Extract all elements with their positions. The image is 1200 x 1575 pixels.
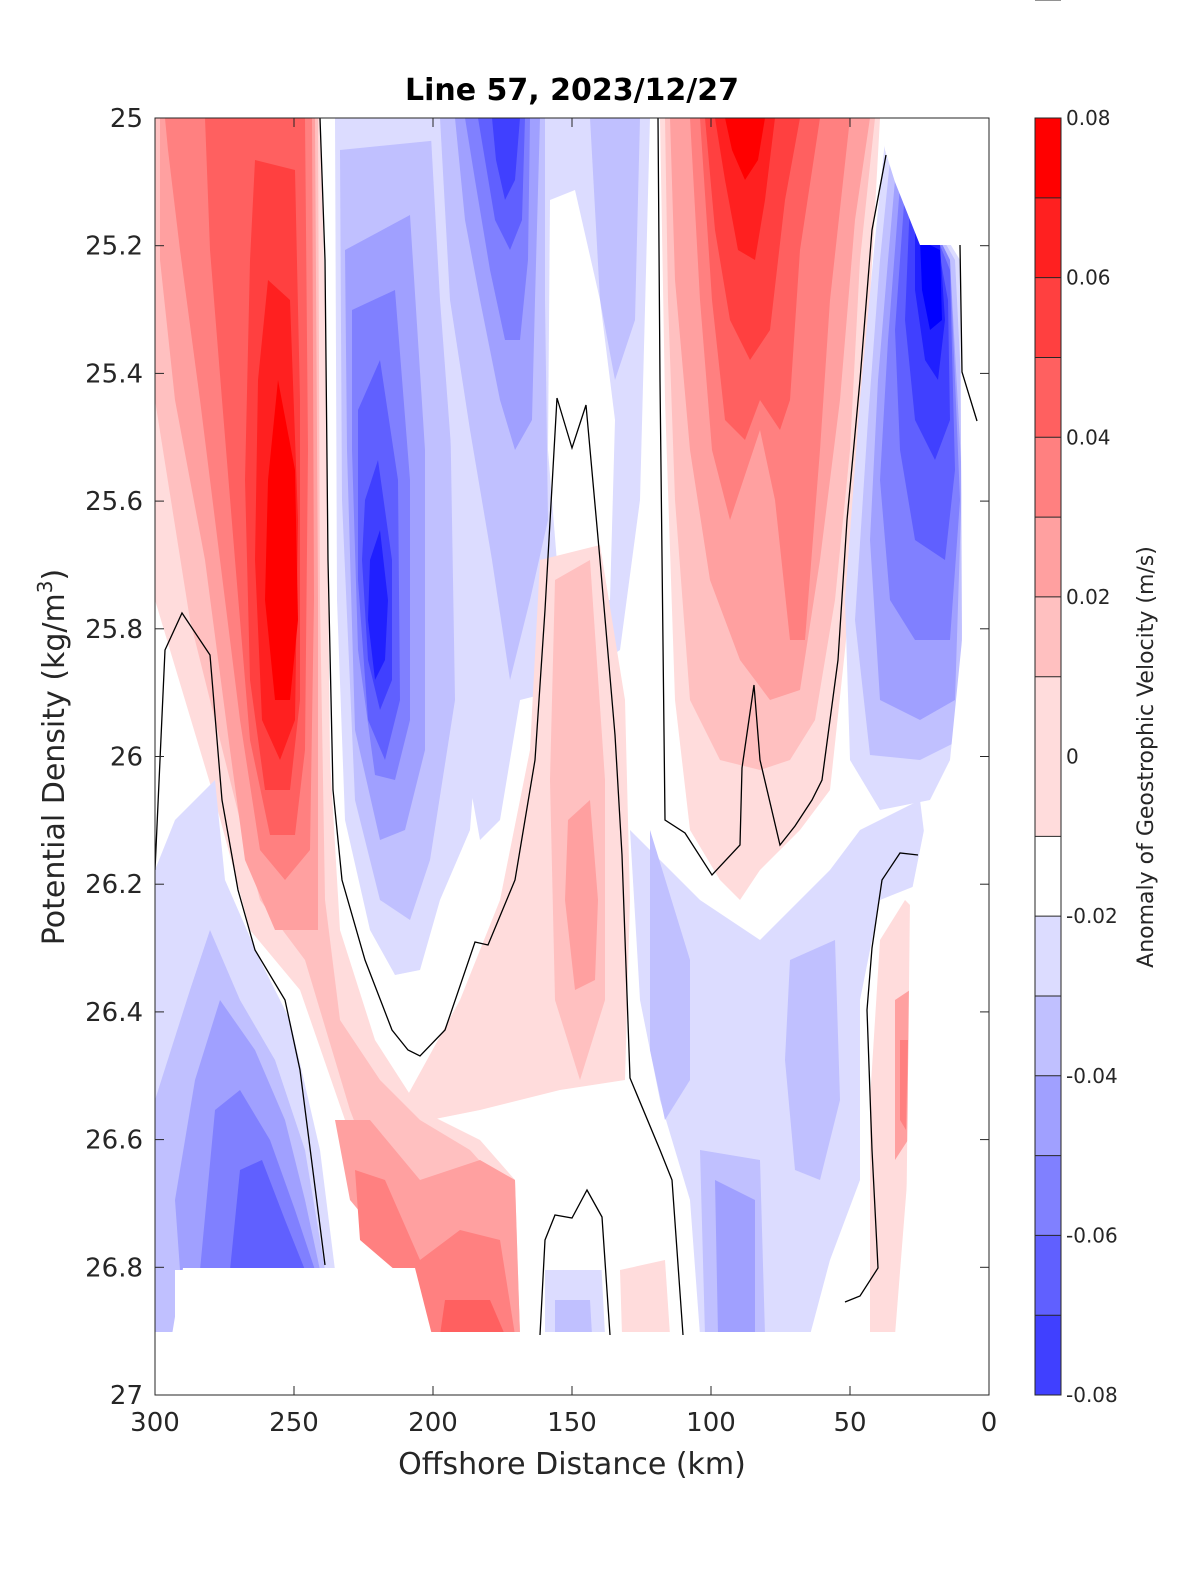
zero-contour [539,1188,611,1336]
negative-band-32 [230,1160,305,1270]
negative-band-33 [155,1270,175,1335]
negative-band-13 [492,118,520,200]
colorbar-swatch [1035,277,1061,358]
x-tick-label: 150 [547,1408,597,1438]
y-tick-label: 25.4 [85,359,143,389]
y-tick-label: 27 [110,1381,143,1411]
x-tick-label: 50 [833,1408,866,1438]
x-tick-label: 100 [686,1408,736,1438]
positive-band-8 [265,380,298,700]
negative-band-27 [920,240,942,330]
colorbar-swatch [1035,676,1061,837]
colorbar-swatch [1035,995,1061,1076]
masked-region-right [905,245,989,1332]
colorbar-tick-label: -0.06 [1066,1223,1118,1247]
positive-band-24 [900,1040,908,1130]
y-tick-label: 26 [110,743,143,773]
colorbar-tick-label: 0.06 [1066,266,1111,290]
zero-gap-center [548,190,615,600]
colorbar-swatch [1035,118,1061,198]
x-tick-label: 200 [408,1408,458,1438]
positive-band-28 [620,1260,670,1335]
y-tick-label: 26.8 [85,1253,143,1283]
y-tick-label: 26.4 [85,998,143,1028]
y-tick-label: 25.6 [85,487,143,517]
y-tick-label: 26.6 [85,1126,143,1156]
y-tick-label: 25.8 [85,615,143,645]
colorbar-swatch [1035,1315,1061,1395]
colorbar-tick-label: 0 [1066,745,1079,769]
x-tick-label: 250 [269,1408,319,1438]
colorbar-swatch [1035,596,1061,677]
colorbar-swatch [1035,517,1061,597]
zero-contour [959,244,978,422]
colorbar-swatch [1035,1075,1061,1156]
masked-region-top-right [880,118,989,245]
negative-band-35 [555,1300,592,1335]
negative-band-16 [650,830,690,1120]
colorbar-swatch [1035,437,1061,518]
chart-title: Line 57, 2023/12/27 [405,73,739,108]
axis-ticks: 300 250 200 150 100 50 0 25 25.2 25.4 25.6 25.8 26 26… [85,104,997,1438]
colorbar-frame [1034,117,1062,1396]
positive-band-19 [725,118,765,180]
colorbar-tick-label: -0.08 [1066,1383,1118,1407]
colorbar-tick-label: -0.02 [1066,904,1118,928]
colorbar-swatch [1035,836,1061,917]
zero-contour [844,852,919,1303]
zero-gap-bottom-center [540,1150,615,1270]
positive-band-18 [715,118,775,260]
negative-band-17 [785,940,840,1180]
colorbar-swatch [1035,197,1061,278]
contour-field [155,118,989,1395]
colorbar-swatch [1035,357,1061,438]
x-axis-title: Offshore Distance (km) [398,1447,746,1482]
masked-region-bottom [155,1332,989,1395]
zero-contour [657,118,887,877]
colorbar-title: Anomaly of Geostrophic Velocity (m/s) [1134,546,1159,968]
y-axis-title-superscript: 3 [33,580,57,593]
y-tick-label: 25.2 [85,232,143,262]
y-axis-title: Potential Density (kg/m3) [33,569,72,945]
zero-contour [319,118,684,1336]
y-tick-label: 26.2 [85,870,143,900]
negative-band-7 [368,530,388,680]
colorbar-swatch [1035,1155,1061,1236]
y-axis-title-main: Potential Density (kg/m [37,593,72,945]
colorbar-tick-label: 0.08 [1066,106,1111,130]
negative-band-19 [715,1180,755,1335]
x-tick-label: 0 [981,1408,998,1438]
colorbar-tick-label: 0.02 [1066,585,1111,609]
zero-contour [155,611,326,1266]
positive-band-11 [565,800,598,990]
colorbar-swatch [1035,916,1061,996]
colorbar-swatch [1035,1235,1061,1316]
zero-contours [155,118,978,1336]
masked-region-bottom-left [172,1268,432,1335]
colorbar-tick-label: 0.04 [1066,425,1111,449]
positive-band-27 [440,1300,505,1335]
negative-band-14 [590,118,640,380]
y-tick-label: 25 [110,104,143,134]
positive-band-26 [355,1170,515,1335]
x-tick-label: 300 [130,1408,180,1438]
colorbar: 0.08 0.06 0.04 0.02 0 -0.02 -0.04 -0.06 -0.08 [1034,0,1118,1407]
y-axis-title-close: ) [37,569,72,581]
colorbar-tick-label: -0.04 [1066,1064,1118,1088]
